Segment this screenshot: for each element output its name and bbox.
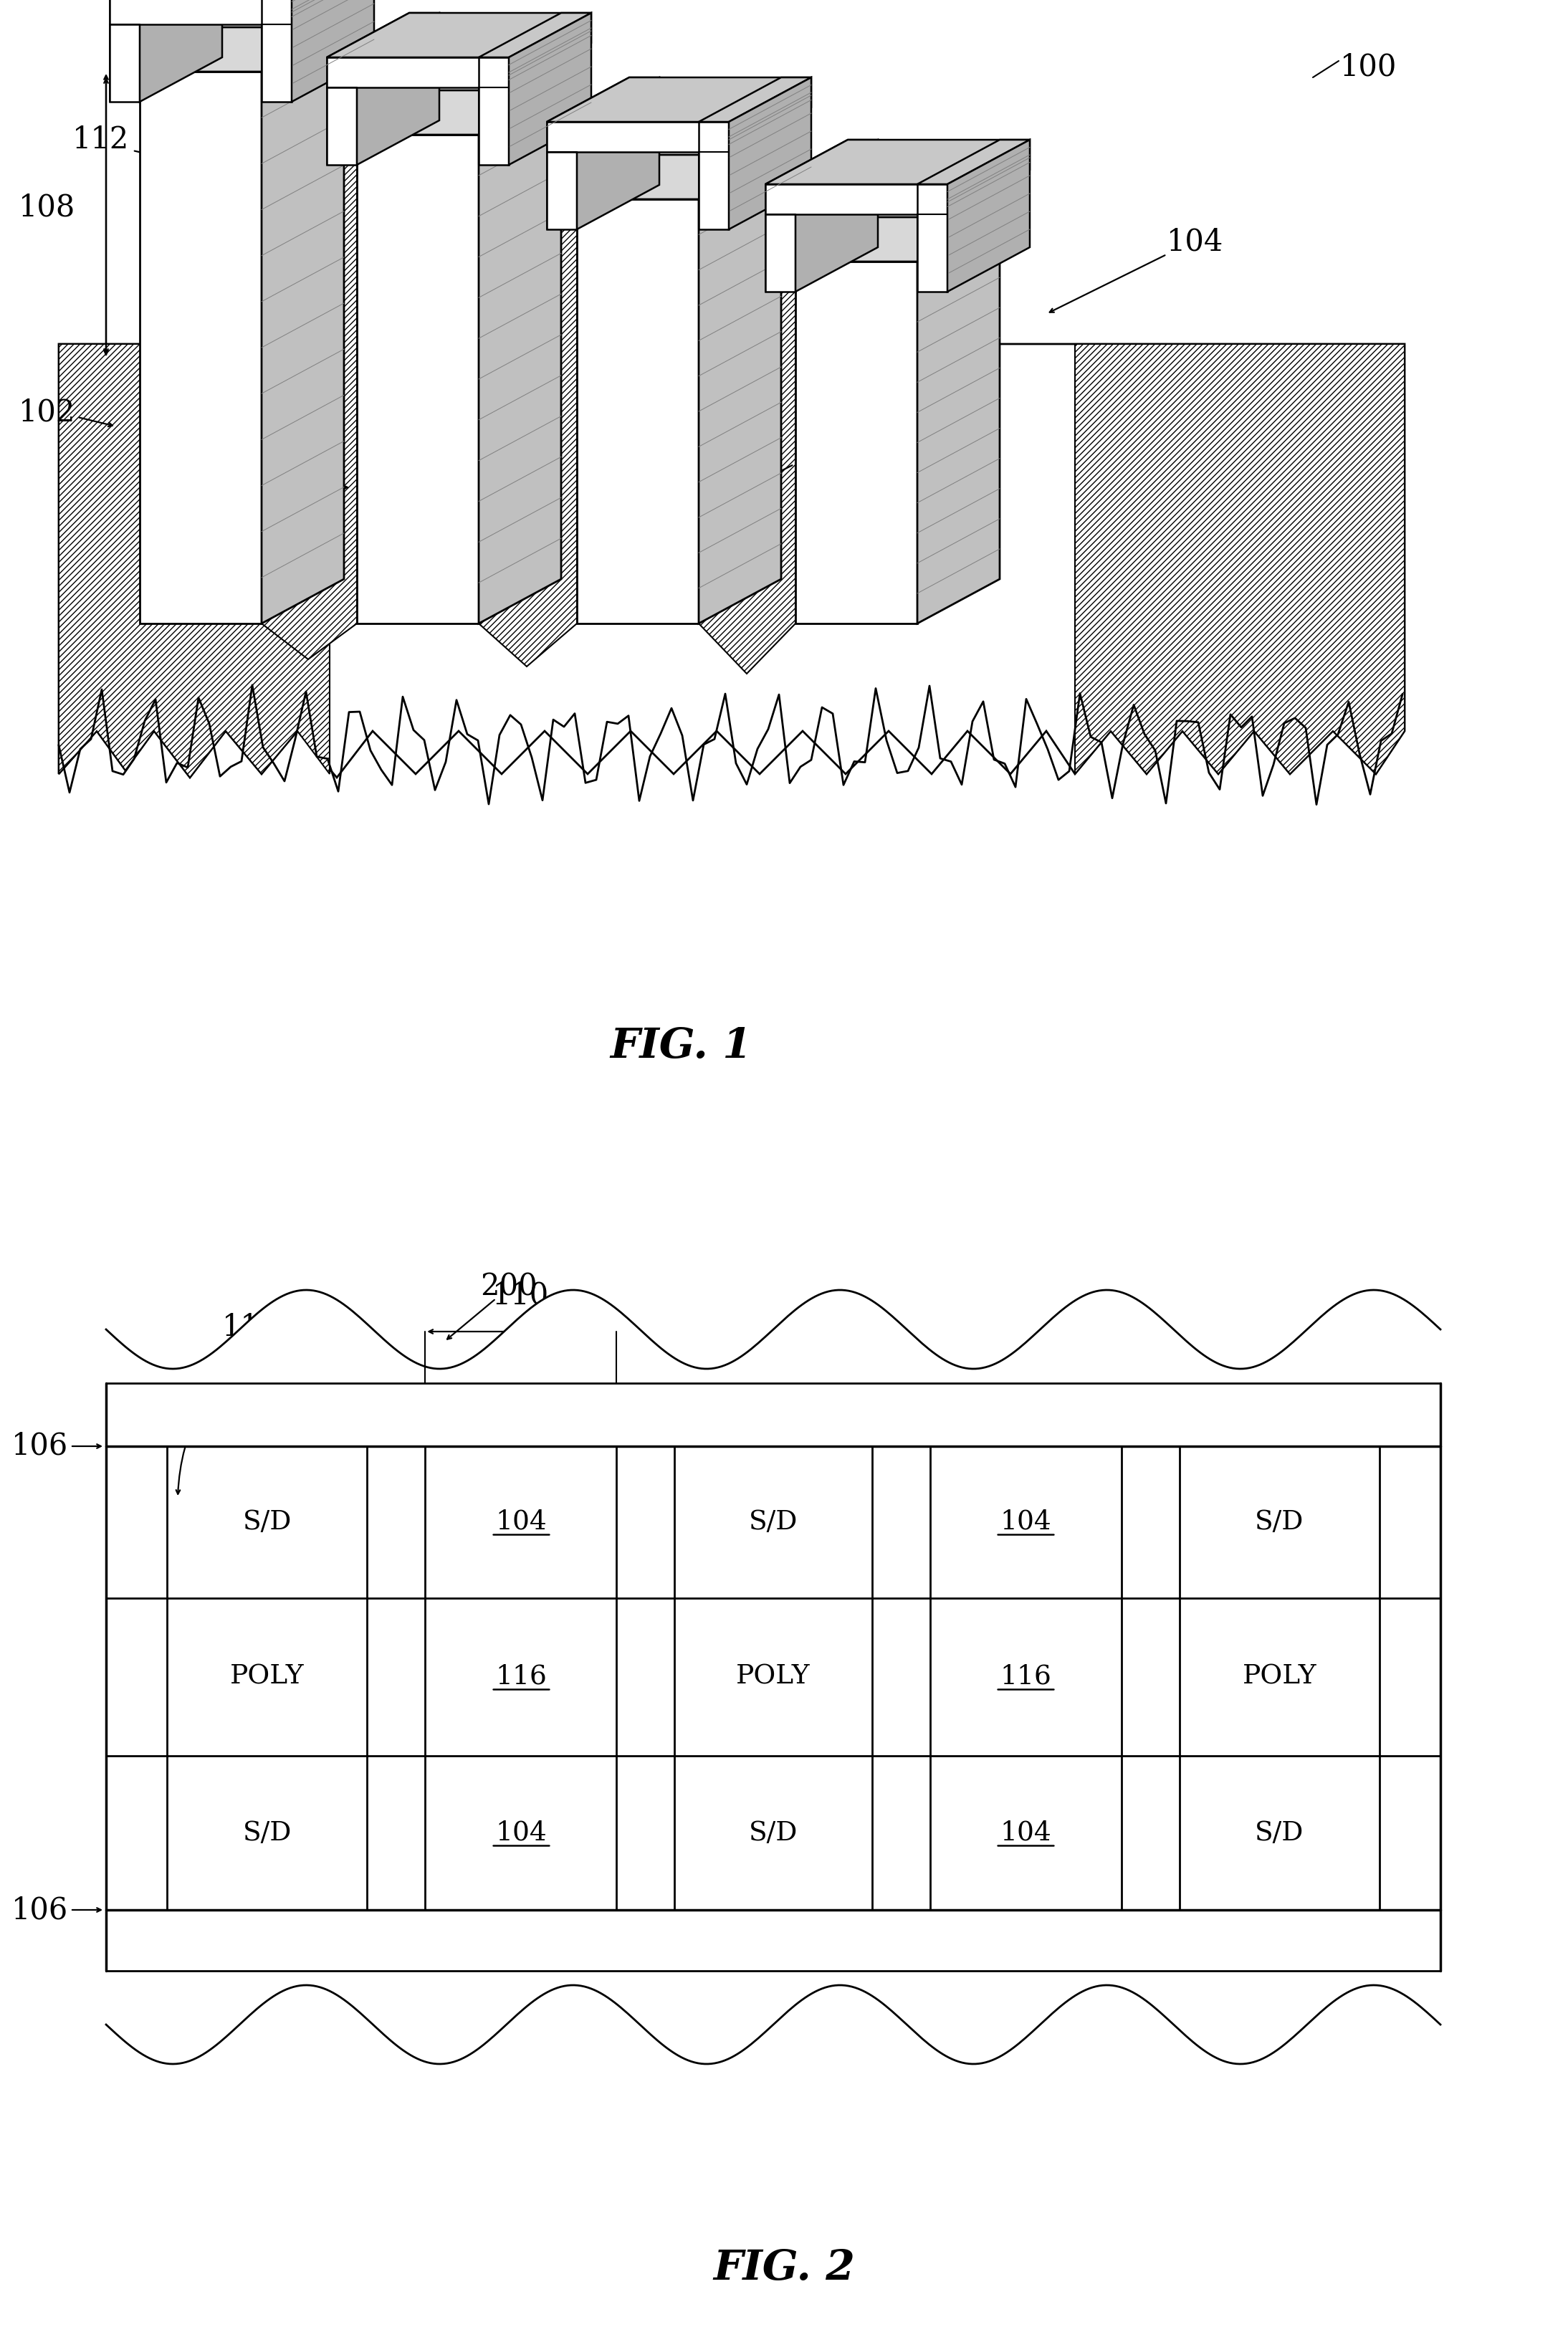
Polygon shape <box>1076 344 1405 775</box>
Text: 116: 116 <box>605 177 662 207</box>
Text: FIG. 1: FIG. 1 <box>610 1026 751 1066</box>
Polygon shape <box>699 121 729 230</box>
Text: 106: 106 <box>11 1894 67 1924</box>
Polygon shape <box>508 14 591 88</box>
Polygon shape <box>110 0 140 102</box>
Polygon shape <box>795 140 878 291</box>
Text: 104: 104 <box>1167 228 1223 258</box>
Polygon shape <box>262 0 292 102</box>
Text: S/D: S/D <box>750 1510 798 1536</box>
Polygon shape <box>107 1289 1441 1445</box>
Text: 116: 116 <box>1000 1664 1052 1689</box>
Polygon shape <box>577 156 781 200</box>
Polygon shape <box>358 14 439 165</box>
Polygon shape <box>917 184 947 291</box>
Polygon shape <box>795 261 917 624</box>
Polygon shape <box>140 0 223 102</box>
Text: 112: 112 <box>72 126 129 156</box>
Text: 102: 102 <box>19 398 75 428</box>
Text: 116: 116 <box>495 1664 547 1689</box>
Text: S/D: S/D <box>1254 1820 1305 1845</box>
Polygon shape <box>478 14 591 58</box>
Polygon shape <box>262 28 343 624</box>
Polygon shape <box>765 140 878 184</box>
Polygon shape <box>765 184 795 291</box>
Text: POLY: POLY <box>735 1664 811 1689</box>
Text: 104: 104 <box>640 91 696 121</box>
Polygon shape <box>699 156 781 624</box>
Text: S/D: S/D <box>243 1510 292 1536</box>
Polygon shape <box>358 135 478 624</box>
Polygon shape <box>547 121 729 151</box>
Text: 200: 200 <box>480 1271 538 1301</box>
Polygon shape <box>262 135 358 659</box>
Text: POLY: POLY <box>1242 1664 1317 1689</box>
Polygon shape <box>326 14 591 58</box>
Polygon shape <box>140 28 343 72</box>
Polygon shape <box>547 77 659 121</box>
Text: 104: 104 <box>495 1510 547 1536</box>
Polygon shape <box>326 58 508 88</box>
Polygon shape <box>577 200 699 624</box>
Polygon shape <box>292 0 375 102</box>
Polygon shape <box>478 200 577 666</box>
Polygon shape <box>577 77 659 230</box>
Text: POLY: POLY <box>230 1664 304 1689</box>
Polygon shape <box>508 14 591 165</box>
Text: 106: 106 <box>793 440 851 470</box>
Polygon shape <box>478 58 508 165</box>
Text: 110: 110 <box>492 1280 549 1310</box>
Text: 100: 100 <box>1341 51 1397 81</box>
Text: 108: 108 <box>19 193 75 223</box>
Text: S/D: S/D <box>750 1820 798 1845</box>
Polygon shape <box>947 140 1030 214</box>
Polygon shape <box>292 0 375 23</box>
Polygon shape <box>478 91 561 624</box>
Text: 104: 104 <box>1000 1510 1051 1536</box>
Text: FIG. 2: FIG. 2 <box>713 2248 855 2287</box>
Polygon shape <box>140 72 262 624</box>
Polygon shape <box>947 140 1030 291</box>
Polygon shape <box>547 121 577 230</box>
Polygon shape <box>58 344 1405 777</box>
Text: 104: 104 <box>495 1820 547 1845</box>
Text: 112: 112 <box>223 1312 279 1343</box>
Polygon shape <box>58 344 329 777</box>
Polygon shape <box>765 184 947 214</box>
Text: 104: 104 <box>1000 1820 1051 1845</box>
Polygon shape <box>326 14 439 58</box>
Text: 114: 114 <box>837 377 894 407</box>
Text: S/D: S/D <box>1254 1510 1305 1536</box>
Polygon shape <box>765 140 1030 184</box>
Polygon shape <box>917 140 1030 184</box>
Polygon shape <box>729 77 811 230</box>
Polygon shape <box>699 261 795 673</box>
Polygon shape <box>358 91 561 135</box>
Text: S/D: S/D <box>243 1820 292 1845</box>
Polygon shape <box>547 77 811 121</box>
Polygon shape <box>795 216 1000 261</box>
Polygon shape <box>110 0 292 23</box>
Text: 106: 106 <box>11 1431 67 1461</box>
Text: 110: 110 <box>254 456 312 486</box>
Polygon shape <box>917 216 1000 624</box>
Polygon shape <box>699 77 811 121</box>
Polygon shape <box>326 58 358 165</box>
Polygon shape <box>729 77 811 151</box>
